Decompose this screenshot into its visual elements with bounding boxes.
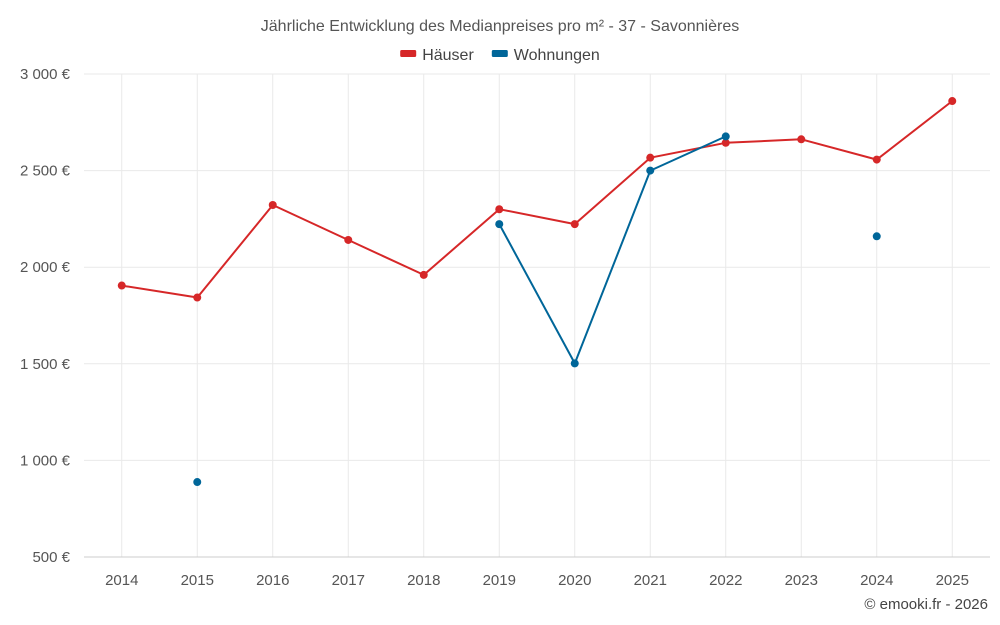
data-point[interactable] — [646, 153, 655, 162]
credit-text: © emooki.fr - 2026 — [864, 596, 988, 613]
x-tick-label: 2024 — [860, 572, 893, 589]
x-tick-label: 2016 — [256, 572, 289, 589]
data-point[interactable] — [570, 220, 579, 229]
y-tick-label: 2 000 € — [20, 259, 71, 276]
x-tick-label: 2019 — [483, 572, 516, 589]
series-line — [498, 135, 727, 365]
data-point[interactable] — [117, 281, 126, 290]
data-point[interactable] — [344, 235, 353, 244]
x-tick-label: 2014 — [105, 572, 138, 589]
legend-item-1[interactable]: Häuser — [400, 47, 474, 64]
x-tick-label: 2015 — [181, 572, 214, 589]
legend[interactable]: Häuser Wohnungen — [400, 47, 600, 64]
data-point[interactable] — [721, 132, 730, 141]
data-point[interactable] — [721, 138, 730, 147]
data-point[interactable] — [948, 97, 957, 106]
x-tick-label: 2021 — [634, 572, 667, 589]
chart-title: Jährliche Entwicklung des Medianpreises … — [261, 18, 739, 35]
data-point[interactable] — [419, 270, 428, 279]
data-point[interactable] — [872, 155, 881, 164]
x-tick-label: 2023 — [785, 572, 818, 589]
y-tick-label: 1 000 € — [20, 452, 71, 469]
series-line — [121, 100, 953, 299]
y-tick-label: 3 000 € — [20, 66, 71, 83]
legend-label: Wohnungen — [514, 47, 600, 64]
x-tick-label: 2017 — [332, 572, 365, 589]
y-tick-label: 2 500 € — [20, 163, 71, 180]
data-point[interactable] — [495, 205, 504, 214]
data-point[interactable] — [872, 232, 881, 241]
x-tick-label: 2020 — [558, 572, 591, 589]
data-point[interactable] — [646, 166, 655, 175]
x-tick-label: 2025 — [936, 572, 969, 589]
data-point[interactable] — [193, 478, 202, 487]
x-tick-label: 2018 — [407, 572, 440, 589]
data-point[interactable] — [268, 200, 277, 209]
data-point[interactable] — [797, 135, 806, 144]
data-point[interactable] — [193, 293, 202, 302]
data-point[interactable] — [495, 220, 504, 229]
y-tick-label: 1 500 € — [20, 356, 71, 373]
series-1 — [117, 97, 957, 302]
legend-item-2[interactable]: Wohnungen — [491, 47, 600, 64]
x-axis: 2014 2015 2016 2017 2018 2019 2020 2021 2022 2023… — [105, 572, 969, 589]
grid-lines — [84, 73, 990, 558]
data-point[interactable] — [570, 359, 579, 368]
y-axis: 500 € 1 000 € 1 500 € 2 000 € 2 500 € 3 000 € — [20, 66, 71, 566]
series-2 — [193, 132, 881, 487]
legend-label: Häuser — [422, 47, 474, 64]
legend-swatch — [400, 50, 417, 57]
y-tick-label: 500 € — [32, 549, 70, 566]
legend-swatch — [491, 50, 508, 57]
x-tick-label: 2022 — [709, 572, 742, 589]
series-layer — [117, 97, 957, 487]
